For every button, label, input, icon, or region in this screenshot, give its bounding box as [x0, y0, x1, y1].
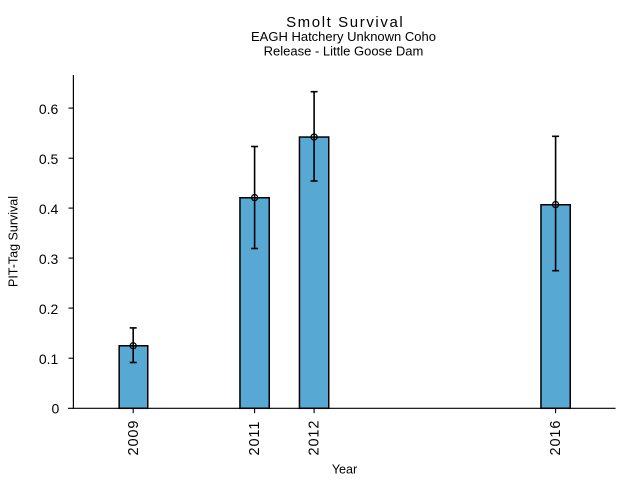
svg-text:0.5: 0.5 [39, 151, 59, 167]
svg-text:Release - Little Goose Dam: Release - Little Goose Dam [264, 43, 424, 58]
svg-text:2012: 2012 [307, 420, 323, 456]
svg-text:2016: 2016 [548, 420, 564, 456]
svg-text:2011: 2011 [247, 421, 263, 456]
svg-text:0: 0 [52, 400, 60, 416]
svg-text:PIT-Tag Survival: PIT-Tag Survival [7, 196, 21, 287]
svg-text:2009: 2009 [126, 420, 142, 456]
svg-text:0.2: 0.2 [39, 301, 59, 317]
svg-text:0.3: 0.3 [39, 251, 59, 267]
svg-text:EAGH Hatchery Unknown Coho: EAGH Hatchery Unknown Coho [251, 29, 436, 44]
svg-text:Smolt Survival: Smolt Survival [286, 14, 404, 31]
svg-text:0.1: 0.1 [39, 351, 59, 367]
svg-text:0.6: 0.6 [39, 101, 59, 117]
svg-text:0.4: 0.4 [39, 201, 59, 217]
svg-text:Year: Year [332, 463, 357, 477]
